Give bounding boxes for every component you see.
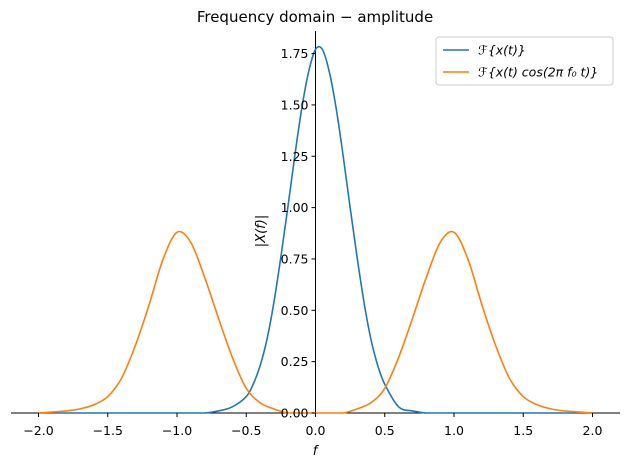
x-tick-label: 1.0: [444, 423, 464, 438]
series-line-1: [38, 45, 593, 414]
x-axis-label: f: [313, 444, 320, 459]
x-tick-label: 1.5: [513, 423, 533, 438]
x-tick-label: −1.5: [93, 423, 123, 438]
x-tick-label: 0.0: [306, 423, 326, 438]
y-axis-ticks: 0.00 0.25 0.50 0.75 1.00 1.25 1.50 1.75: [281, 46, 316, 421]
legend-box: [435, 36, 614, 86]
y-tick-label: 1.75: [281, 46, 309, 61]
x-tick-label: 2.0: [583, 423, 603, 438]
y-tick-label: 0.50: [281, 303, 309, 318]
legend-label-1: ℱ{x(t)}: [478, 43, 526, 58]
y-tick-label: 1.50: [281, 97, 309, 112]
chart-title: Frequency domain − amplitude: [197, 8, 433, 26]
y-tick-label: 0.75: [281, 251, 309, 266]
y-tick-label: 1.25: [281, 149, 309, 164]
legend: ℱ{x(t)} ℱ{x(t) cos(2π f₀ t)}: [435, 36, 614, 86]
x-tick-label: −2.0: [23, 423, 53, 438]
x-tick-label: −0.5: [231, 423, 261, 438]
y-tick-label: 0.25: [281, 354, 309, 369]
x-axis-ticks: −2.0 −1.5 −1.0 −0.5 0.0 0.5 1.0 1.5 2.0: [23, 413, 602, 438]
x-tick-label: −1.0: [162, 423, 192, 438]
y-tick-label: 1.00: [281, 200, 309, 215]
y-axis-label: |X(f)|: [254, 215, 269, 247]
y-tick-label: 0.00: [281, 406, 309, 421]
axes: [11, 31, 620, 414]
legend-label-2: ℱ{x(t) cos(2π f₀ t)}: [478, 65, 598, 80]
x-tick-label: 0.5: [375, 423, 395, 438]
